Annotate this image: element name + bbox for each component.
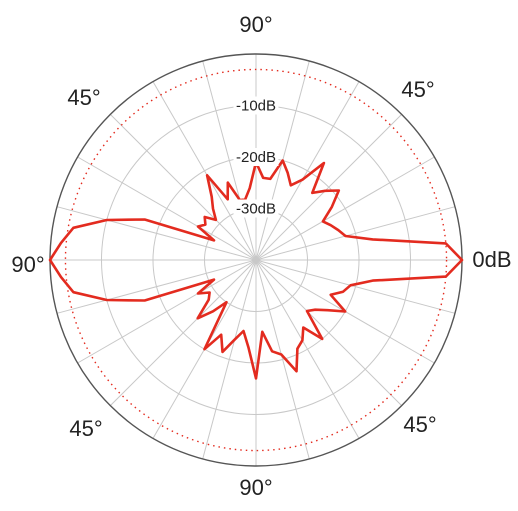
angle-label: 45° (403, 412, 436, 437)
angle-label: 45° (69, 416, 102, 441)
angle-label: 90° (239, 475, 272, 500)
ring-label-background (233, 96, 279, 115)
angle-label: 90° (239, 12, 272, 37)
ring-label-background (233, 199, 279, 218)
ring-label: -20dB (236, 149, 276, 166)
pattern-line (48, 159, 464, 380)
ring-label: -10dB (236, 98, 276, 115)
angle-label: 45° (67, 85, 100, 110)
label-layer: -10dB -20dB -30dB 0dB 45° 90° 45° 90° 45° 90° 45° (11, 12, 511, 500)
angle-label: 45° (401, 77, 434, 102)
polar-grid (49, 53, 463, 467)
angle-label: 90° (11, 252, 44, 277)
series-layer (48, 159, 464, 380)
ring-label: -30dB (236, 201, 276, 218)
ring-label-background (233, 148, 279, 166)
reference-ring (64, 68, 448, 452)
angle-label: 0dB (472, 247, 511, 272)
